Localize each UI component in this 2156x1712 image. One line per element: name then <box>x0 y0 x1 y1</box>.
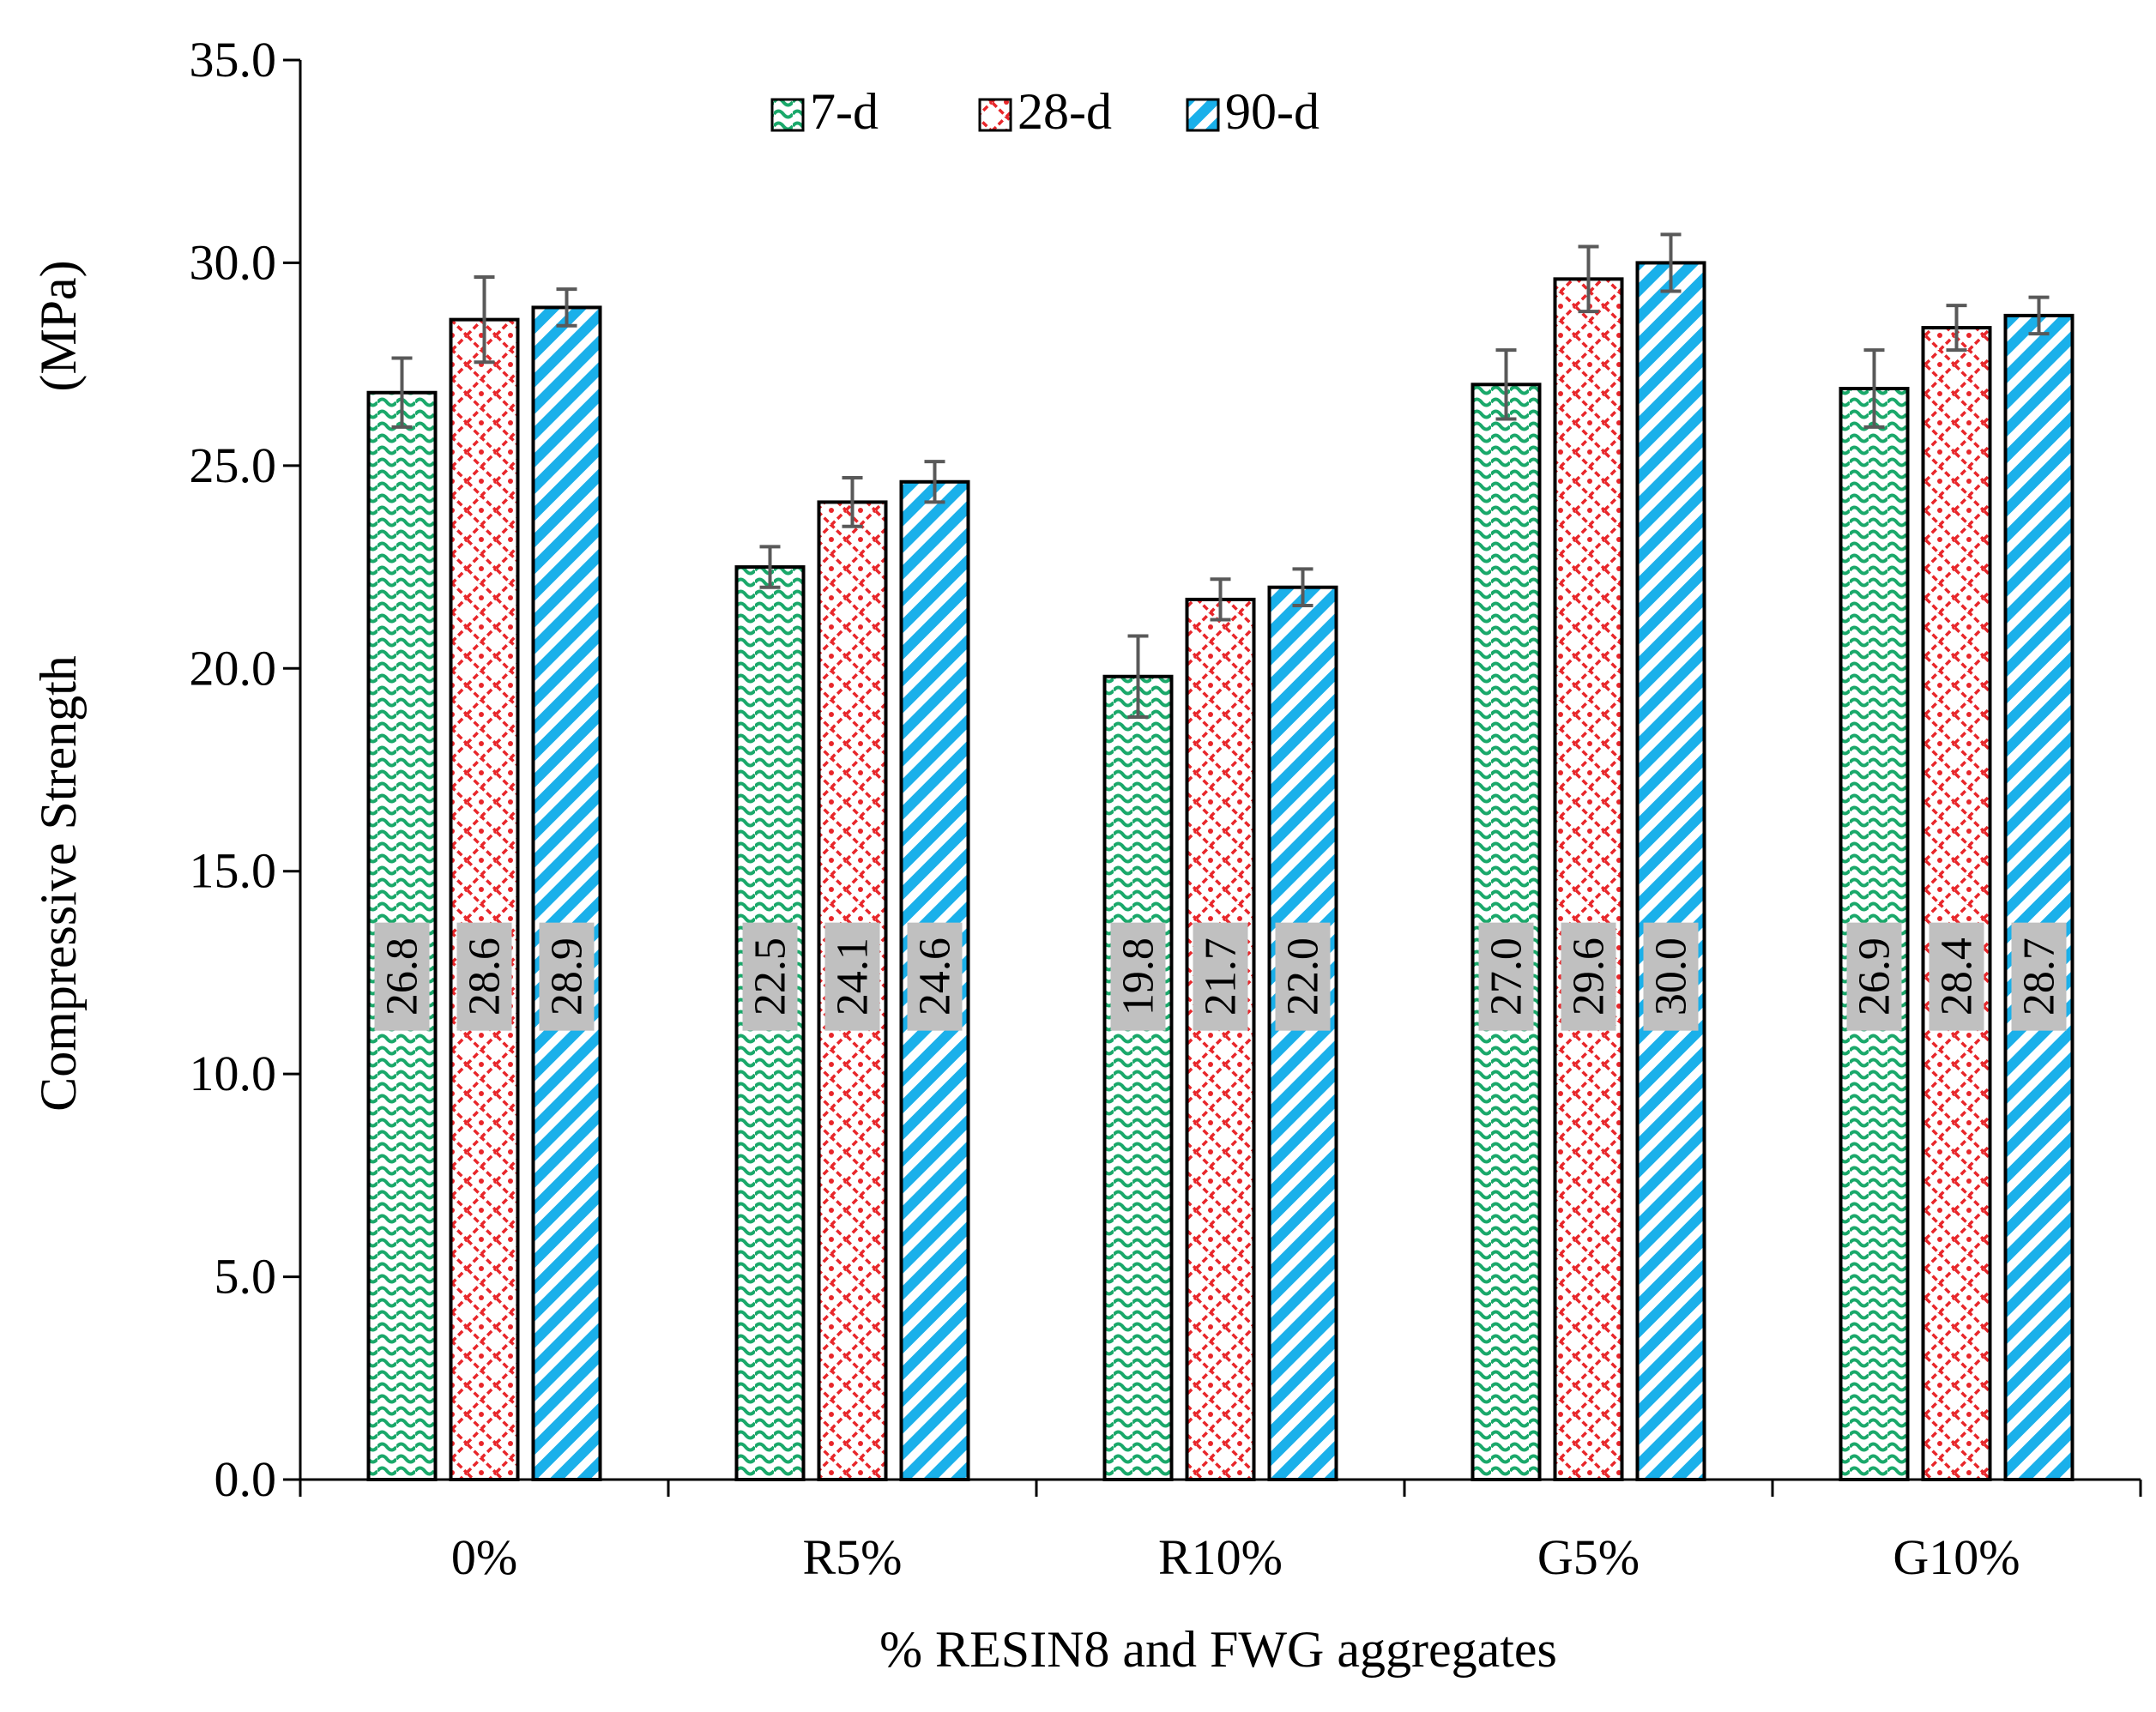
bar <box>2003 313 2074 1481</box>
bar <box>449 317 520 1482</box>
x-category-label: G5% <box>1537 1529 1640 1585</box>
data-label-bg <box>1929 922 1984 1031</box>
data-label-bg <box>1643 922 1699 1031</box>
data-label-bg <box>1275 922 1331 1031</box>
legend-item: 28-d <box>978 83 1112 140</box>
y-tick-label: 5.0 <box>214 1249 277 1305</box>
data-label: 24.6 <box>911 937 960 1016</box>
data-label: 19.8 <box>1114 937 1163 1016</box>
data-label-bg <box>1561 922 1616 1031</box>
x-axis-title: % RESIN8 and FWG aggregates <box>879 1621 1557 1678</box>
legend-label: 28-d <box>1018 83 1112 140</box>
data-label-bg <box>456 922 512 1031</box>
data-label: 28.7 <box>2015 937 2064 1016</box>
y-tick-label: 35.0 <box>190 32 277 87</box>
y-tick-label: 0.0 <box>214 1451 277 1507</box>
y-axis-title-group: Compressive Strength (MPa) <box>30 260 87 1111</box>
data-label-bg <box>1478 922 1534 1031</box>
y-tick-label: 10.0 <box>190 1046 277 1101</box>
y-tick-label: 15.0 <box>190 843 277 899</box>
x-category-label: G10% <box>1893 1529 2020 1585</box>
y-axis-title: Compressive Strength <box>30 655 87 1112</box>
bar <box>1185 597 1256 1481</box>
data-label-bg <box>1193 922 1248 1031</box>
y-tick-label: 30.0 <box>190 234 277 290</box>
bar <box>1267 585 1338 1482</box>
data-label-bg <box>824 922 880 1031</box>
y-tick-label: 25.0 <box>190 437 277 493</box>
data-label: 28.4 <box>1933 937 1982 1016</box>
x-category-label: R5% <box>803 1529 903 1585</box>
data-label: 21.7 <box>1197 937 1246 1016</box>
data-label: 29.6 <box>1565 937 1614 1016</box>
bar <box>1921 326 1992 1482</box>
legend-swatch <box>770 98 805 132</box>
legend-label: 90-d <box>1225 83 1320 140</box>
data-label: 22.5 <box>746 937 795 1016</box>
legend-swatch <box>1186 98 1220 132</box>
data-label-bg <box>907 922 963 1031</box>
bar <box>1635 261 1706 1481</box>
data-label-bg <box>1846 922 1902 1031</box>
data-label: 28.9 <box>543 937 592 1016</box>
y-tick-label: 20.0 <box>190 640 277 696</box>
y-axis-unit: (MPa) <box>30 260 87 391</box>
x-category-label: R10% <box>1158 1529 1283 1585</box>
data-label-bg <box>742 922 798 1031</box>
legend-swatch <box>978 98 1012 132</box>
x-category-label: 0% <box>451 1529 517 1585</box>
bar <box>1553 277 1624 1481</box>
data-label: 30.0 <box>1647 937 1696 1016</box>
legend-item: 90-d <box>1186 83 1320 140</box>
data-label: 24.1 <box>829 937 878 1016</box>
data-label-bg <box>2011 922 2067 1031</box>
bar <box>1102 674 1174 1481</box>
data-label: 26.9 <box>1851 937 1899 1016</box>
data-label-bg <box>1110 922 1166 1031</box>
plot-area: 0.0 5.0 10.0 15.0 20.0 25.0 30.0 35.0 0% R5% R10% G… <box>190 32 2142 1585</box>
legend-item: 7-d <box>770 83 879 140</box>
data-label-bg <box>374 922 430 1031</box>
legend-label: 7-d <box>810 83 879 140</box>
data-label: 26.8 <box>378 937 427 1016</box>
data-label: 22.0 <box>1279 937 1328 1016</box>
bar <box>531 305 602 1481</box>
data-label-bg <box>539 922 595 1031</box>
data-label: 27.0 <box>1483 937 1531 1016</box>
data-label: 28.6 <box>461 937 510 1016</box>
